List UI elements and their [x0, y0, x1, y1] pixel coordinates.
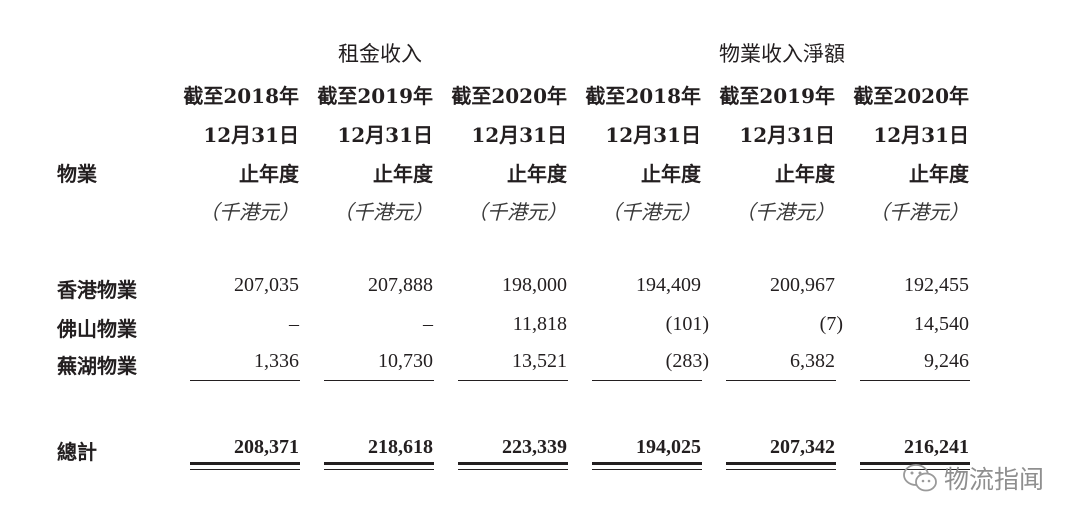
watermark: 物流指闻: [902, 460, 1044, 496]
column-header-suffix: 止年度: [239, 162, 299, 186]
column-header-unit: （千港元）: [333, 200, 433, 224]
table-cell: 207,035: [234, 274, 299, 296]
table-cell-total: 223,339: [502, 436, 567, 458]
table-cell: 207,888: [368, 274, 433, 296]
table-cell: –: [423, 313, 433, 335]
table-cell: 9,246: [924, 350, 969, 372]
column-header-unit: （千港元）: [869, 200, 969, 224]
table-cell-total: 218,618: [368, 436, 433, 458]
column-header-unit: （千港元）: [601, 200, 701, 224]
table-cell: 11,818: [512, 313, 567, 335]
total-double-rule: [190, 469, 300, 470]
table-cell: 198,000: [502, 274, 567, 296]
table-cell: 192,455: [904, 274, 969, 296]
total-double-rule: [860, 462, 970, 465]
column-header-suffix: 止年度: [641, 162, 701, 186]
column-header-date: 12月31日: [337, 123, 433, 147]
table-cell: 194,409: [636, 274, 701, 296]
column-header-date: 12月31日: [203, 123, 299, 147]
table-cell: 10,730: [378, 350, 433, 372]
row-label: 蕪湖物業: [57, 354, 137, 378]
column-header-suffix: 止年度: [775, 162, 835, 186]
column-header-date: 12月31日: [739, 123, 835, 147]
column-group-rental-income: 租金收入: [338, 42, 422, 66]
row-header-property: 物業: [57, 162, 97, 186]
column-header-period: 截至2019年: [719, 84, 835, 108]
column-header-period: 截至2020年: [853, 84, 969, 108]
total-double-rule: [860, 469, 970, 470]
table-cell: (101): [665, 313, 709, 335]
table-cell: 13,521: [512, 350, 567, 372]
column-header-unit: （千港元）: [199, 200, 299, 224]
row-label: 佛山物業: [57, 317, 137, 341]
total-double-rule: [190, 462, 300, 465]
subtotal-rule: [190, 380, 300, 381]
total-double-rule: [726, 469, 836, 470]
total-double-rule: [324, 462, 434, 465]
column-header-suffix: 止年度: [373, 162, 433, 186]
watermark-text: 物流指闻: [943, 465, 1044, 494]
column-header-unit: （千港元）: [467, 200, 567, 224]
column-group-net-property-income: 物業收入淨額: [719, 42, 845, 66]
table-cell: 1,336: [254, 350, 299, 372]
column-header-date: 12月31日: [471, 123, 567, 147]
column-header-period: 截至2018年: [183, 84, 299, 108]
column-header-period: 截至2020年: [451, 84, 567, 108]
column-header-date: 12月31日: [873, 123, 969, 147]
column-header-suffix: 止年度: [909, 162, 969, 186]
subtotal-rule: [592, 380, 702, 381]
subtotal-rule: [726, 380, 836, 381]
table-cell: 200,967: [770, 274, 835, 296]
table-cell: –: [289, 313, 299, 335]
table-cell: 6,382: [790, 350, 835, 372]
subtotal-rule: [458, 380, 568, 381]
wechat-icon: [903, 464, 937, 492]
column-header-suffix: 止年度: [507, 162, 567, 186]
row-label: 香港物業: [57, 278, 137, 302]
table-cell-total: 216,241: [904, 436, 969, 458]
table-cell-total: 208,371: [234, 436, 299, 458]
total-double-rule: [458, 462, 568, 465]
column-header-period: 截至2018年: [585, 84, 701, 108]
column-header-date: 12月31日: [605, 123, 701, 147]
table-cell: 14,540: [914, 313, 969, 335]
total-double-rule: [324, 469, 434, 470]
table-cell: (7): [819, 313, 843, 335]
total-double-rule: [458, 469, 568, 470]
total-double-rule: [726, 462, 836, 465]
row-label-total: 總計: [57, 440, 97, 464]
subtotal-rule: [860, 380, 970, 381]
table-cell: (283): [665, 350, 709, 372]
column-header-unit: （千港元）: [735, 200, 835, 224]
total-double-rule: [592, 462, 702, 465]
column-header-period: 截至2019年: [317, 84, 433, 108]
total-double-rule: [592, 469, 702, 470]
subtotal-rule: [324, 380, 434, 381]
table-cell-total: 194,025: [636, 436, 701, 458]
table-cell-total: 207,342: [770, 436, 835, 458]
